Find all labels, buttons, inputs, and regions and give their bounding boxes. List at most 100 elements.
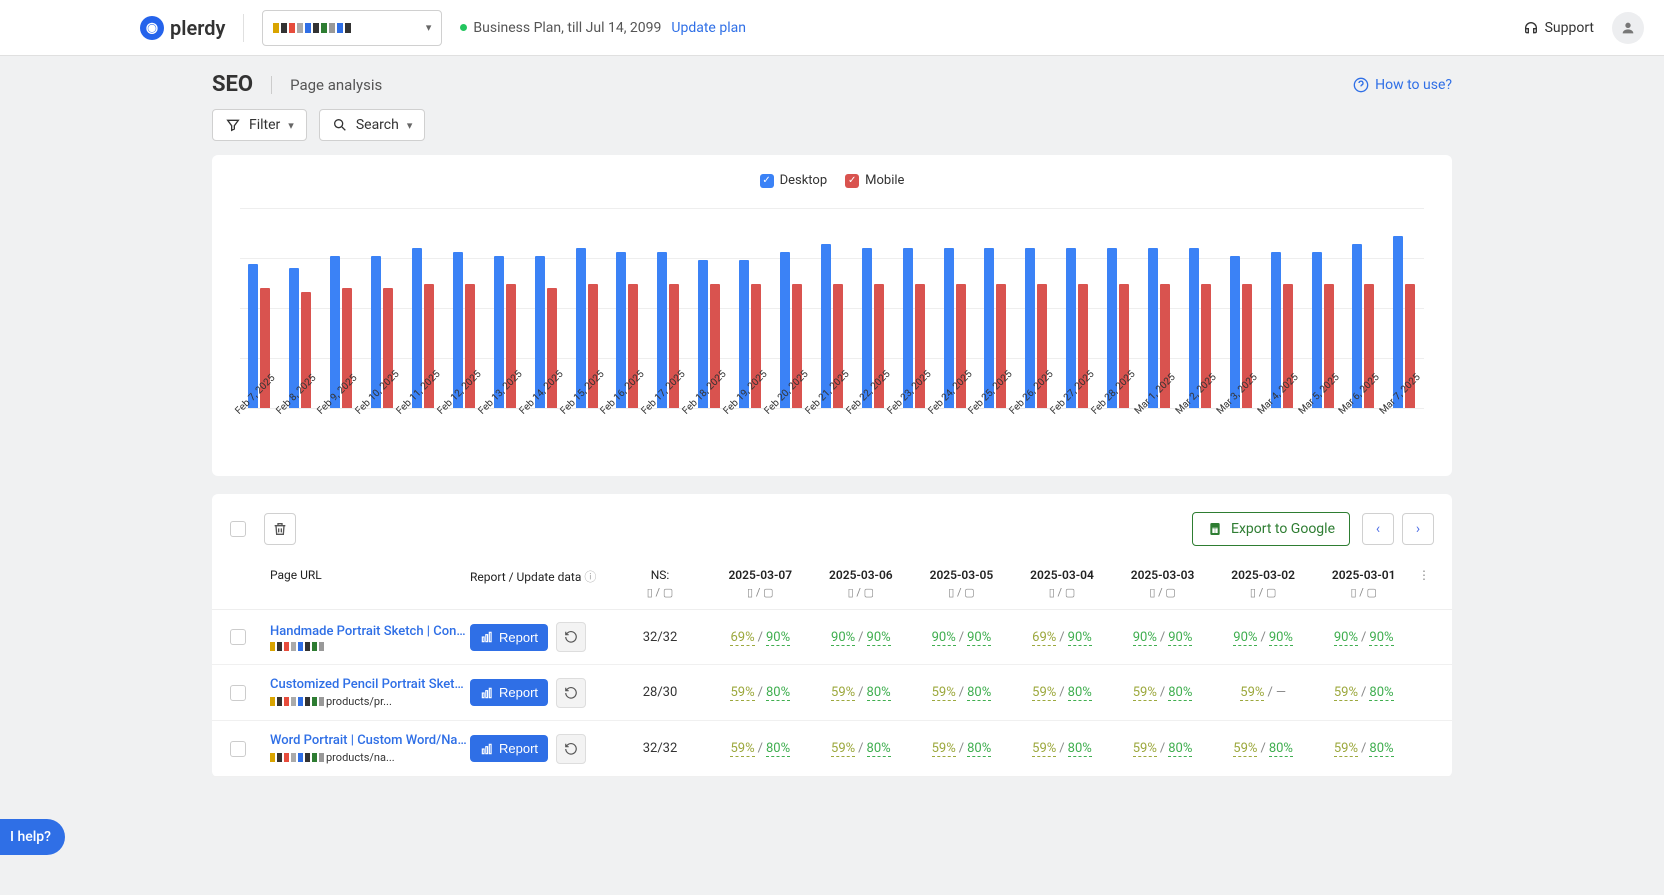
- mobile-pct[interactable]: 59%: [730, 741, 754, 757]
- legend-desktop[interactable]: ✓ Desktop: [760, 173, 828, 188]
- desktop-pct[interactable]: 80%: [1369, 685, 1393, 701]
- bar-group: Feb 24, 2025: [935, 208, 974, 408]
- col-date-0: 2025-03-07: [710, 568, 811, 582]
- how-to-use-link[interactable]: How to use?: [1353, 77, 1452, 93]
- desktop-pct[interactable]: —: [1276, 685, 1286, 700]
- desktop-pct[interactable]: 80%: [766, 685, 790, 701]
- search-button[interactable]: Search ▾: [319, 109, 426, 141]
- update-plan-link[interactable]: Update plan: [671, 20, 746, 36]
- mobile-pct[interactable]: 59%: [831, 741, 855, 757]
- delete-button[interactable]: [264, 513, 296, 545]
- mobile-pct[interactable]: 59%: [932, 741, 956, 757]
- desktop-pct[interactable]: 80%: [967, 741, 991, 757]
- prev-page-button[interactable]: ‹: [1362, 513, 1394, 545]
- legend-mobile-label: Mobile: [865, 173, 904, 188]
- bar-desktop[interactable]: [1393, 236, 1403, 408]
- report-button[interactable]: Report: [470, 624, 548, 651]
- plan-text: Business Plan, till Jul 14, 2099: [473, 20, 661, 36]
- device-icons: ▯ / ▢: [1012, 586, 1113, 599]
- row-title-link[interactable]: Customized Pencil Portrait Sketch| C...: [270, 677, 470, 692]
- table-row: Handmade Portrait Sketch | Convert P...R…: [212, 610, 1452, 665]
- bar-group: Mar 5, 2025: [1303, 208, 1342, 408]
- desktop-pct[interactable]: 90%: [1269, 630, 1293, 646]
- mobile-pct[interactable]: 90%: [932, 630, 956, 646]
- metric-cell: 90%/90%: [811, 630, 912, 645]
- refresh-button[interactable]: [556, 622, 586, 652]
- desktop-pct[interactable]: 80%: [1369, 741, 1393, 757]
- help-bubble[interactable]: I help?: [0, 819, 65, 855]
- legend-mobile[interactable]: ✓ Mobile: [845, 173, 904, 188]
- mobile-pct[interactable]: 59%: [1240, 685, 1264, 701]
- row-checkbox[interactable]: [230, 741, 246, 757]
- mobile-pct[interactable]: 59%: [730, 685, 754, 701]
- table-row: Customized Pencil Portrait Sketch| C... …: [212, 665, 1452, 721]
- support-button[interactable]: Support: [1523, 20, 1594, 36]
- desktop-pct[interactable]: 80%: [1269, 741, 1293, 757]
- mobile-pct[interactable]: 59%: [1133, 685, 1157, 701]
- desktop-pct[interactable]: 90%: [1168, 630, 1192, 646]
- desktop-pct[interactable]: 80%: [867, 741, 891, 757]
- row-title-link[interactable]: Handmade Portrait Sketch | Convert P...: [270, 624, 470, 639]
- desktop-pct[interactable]: 80%: [1068, 741, 1092, 757]
- mobile-pct[interactable]: 59%: [1032, 741, 1056, 757]
- desktop-pct[interactable]: 90%: [1068, 630, 1092, 646]
- mobile-pct[interactable]: 90%: [1233, 630, 1257, 646]
- checkbox-icon: ✓: [760, 174, 774, 188]
- mobile-pct[interactable]: 59%: [1334, 741, 1358, 757]
- row-checkbox[interactable]: [230, 629, 246, 645]
- mobile-pct[interactable]: 59%: [1233, 741, 1257, 757]
- person-icon: [1620, 20, 1636, 36]
- mobile-pct[interactable]: 69%: [730, 630, 754, 646]
- bar-group: Mar 6, 2025: [1344, 208, 1383, 408]
- report-button[interactable]: Report: [470, 735, 548, 762]
- mobile-pct[interactable]: 69%: [1032, 630, 1056, 646]
- device-icons: ▯ / ▢: [1112, 586, 1213, 599]
- desktop-pct[interactable]: 80%: [967, 685, 991, 701]
- col-date-5: 2025-03-02: [1213, 568, 1314, 582]
- desktop-pct[interactable]: 80%: [1068, 685, 1092, 701]
- refresh-button[interactable]: [556, 678, 586, 708]
- mobile-pct[interactable]: 90%: [831, 630, 855, 646]
- desktop-pct[interactable]: 90%: [766, 630, 790, 646]
- site-selector[interactable]: ▾: [262, 10, 442, 46]
- mobile-pct[interactable]: 59%: [932, 685, 956, 701]
- metric-cell: 59%/80%: [811, 685, 912, 700]
- search-label: Search: [356, 117, 399, 133]
- row-subtitle: products/pr...: [270, 695, 470, 708]
- mobile-pct[interactable]: 90%: [1334, 630, 1358, 646]
- bar-group: Feb 17, 2025: [649, 208, 688, 408]
- report-button[interactable]: Report: [470, 679, 548, 706]
- desktop-pct[interactable]: 80%: [867, 685, 891, 701]
- mobile-pct[interactable]: 90%: [1133, 630, 1157, 646]
- logo[interactable]: ◉ plerdy: [140, 16, 225, 40]
- page: SEO Page analysis How to use? Filter ▾ S…: [212, 56, 1452, 817]
- desktop-pct[interactable]: 80%: [766, 741, 790, 757]
- desktop-pct[interactable]: 80%: [1168, 741, 1192, 757]
- chart-card: ✓ Desktop ✓ Mobile Feb 7, 2025Feb 8, 202…: [212, 155, 1452, 476]
- desktop-pct[interactable]: 80%: [1168, 685, 1192, 701]
- metric-cell: 90%/90%: [911, 630, 1012, 645]
- refresh-button[interactable]: [556, 734, 586, 764]
- row-subtitle: [270, 642, 470, 651]
- mobile-pct[interactable]: 59%: [1133, 741, 1157, 757]
- chart-area: Feb 7, 2025Feb 8, 2025Feb 9, 2025Feb 10,…: [230, 208, 1434, 458]
- desktop-pct[interactable]: 90%: [1369, 630, 1393, 646]
- export-google-button[interactable]: Export to Google: [1192, 512, 1350, 546]
- mobile-pct[interactable]: 59%: [831, 685, 855, 701]
- bar-group: Feb 27, 2025: [1058, 208, 1097, 408]
- user-avatar[interactable]: [1612, 12, 1644, 44]
- desktop-pct[interactable]: 90%: [967, 630, 991, 646]
- favicon-blur: [270, 753, 324, 762]
- metric-cell: 59%/80%: [1213, 741, 1314, 756]
- help-label: I help?: [10, 829, 51, 845]
- desktop-pct[interactable]: 90%: [867, 630, 891, 646]
- more-icon[interactable]: ⋮: [1414, 568, 1434, 582]
- chevron-down-icon: ▾: [426, 21, 432, 34]
- filter-button[interactable]: Filter ▾: [212, 109, 307, 141]
- next-page-button[interactable]: ›: [1402, 513, 1434, 545]
- mobile-pct[interactable]: 59%: [1334, 685, 1358, 701]
- row-checkbox[interactable]: [230, 685, 246, 701]
- mobile-pct[interactable]: 59%: [1032, 685, 1056, 701]
- select-all-checkbox[interactable]: [230, 521, 246, 537]
- row-title-link[interactable]: Word Portrait | Custom Word/Name P...: [270, 733, 470, 748]
